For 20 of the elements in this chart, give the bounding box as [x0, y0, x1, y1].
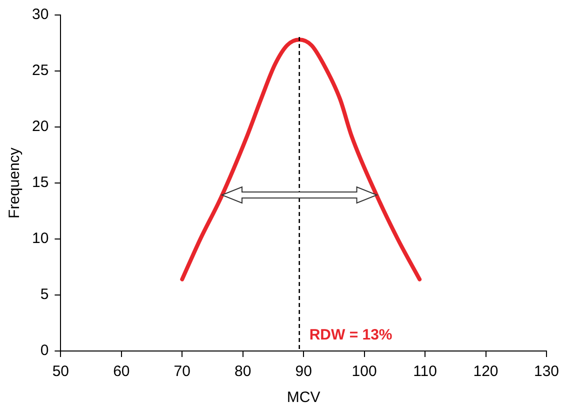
x-axis-title: MCV	[286, 389, 320, 406]
x-tick-label: 100	[352, 363, 377, 380]
y-tick-label: 10	[32, 230, 49, 248]
line-series	[180, 38, 422, 282]
y-tick-label: 0	[40, 342, 49, 360]
x-tick-label: 130	[534, 363, 559, 380]
y-tick-label: 5	[40, 286, 49, 304]
x-tick-label: 90	[295, 363, 312, 380]
x-tick-label: 120	[473, 363, 498, 380]
x-tick-label: 50	[52, 363, 70, 380]
y-tick-label: 20	[32, 118, 49, 136]
x-tick-label: 60	[113, 363, 130, 380]
x-tick-label: 70	[174, 363, 190, 380]
x-tick-label: 110	[413, 363, 437, 380]
x-tick-label: 80	[234, 363, 252, 380]
y-tick-label: 30	[32, 6, 49, 24]
y-tick-label: 15	[32, 174, 49, 192]
y-tick-label: 25	[32, 62, 49, 80]
y-axis-title: Frequency	[6, 147, 24, 218]
annotation: RDW = 13%	[309, 326, 392, 344]
